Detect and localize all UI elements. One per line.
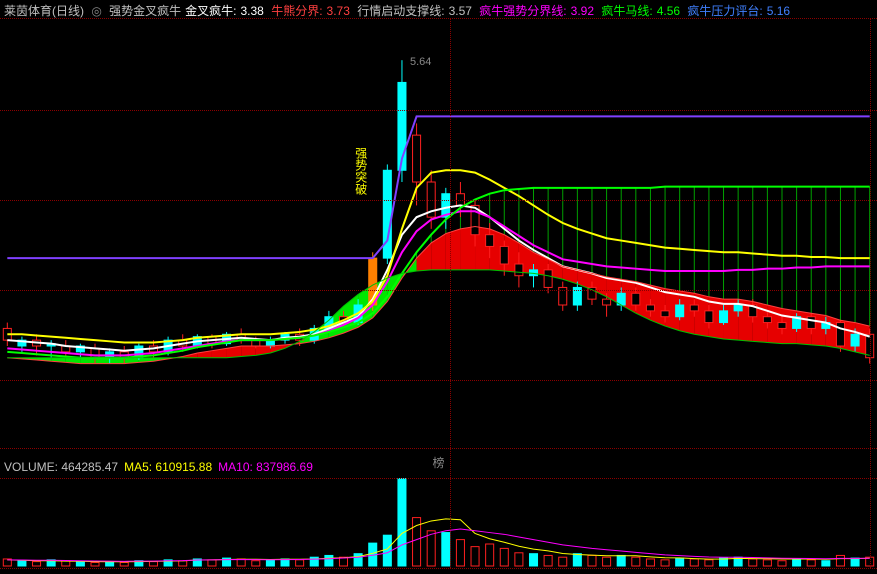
volume-header: VOLUME: 464285.47MA5: 610915.88MA10: 837… xyxy=(4,460,319,474)
breakout-label: 强势突破 xyxy=(353,147,370,195)
volume-chart xyxy=(0,478,877,568)
peak-value-label: 5.64 xyxy=(410,56,431,68)
mid-label: 榜 xyxy=(433,454,445,471)
chart-container: 莱茵体育(日线) ◎ 强势金叉疯牛金叉疯牛:3.38 牛熊分界:3.73 行情启… xyxy=(0,0,877,574)
chart-header: 莱茵体育(日线) ◎ 强势金叉疯牛金叉疯牛:3.38 牛熊分界:3.73 行情启… xyxy=(4,2,794,19)
price-chart xyxy=(0,18,877,448)
